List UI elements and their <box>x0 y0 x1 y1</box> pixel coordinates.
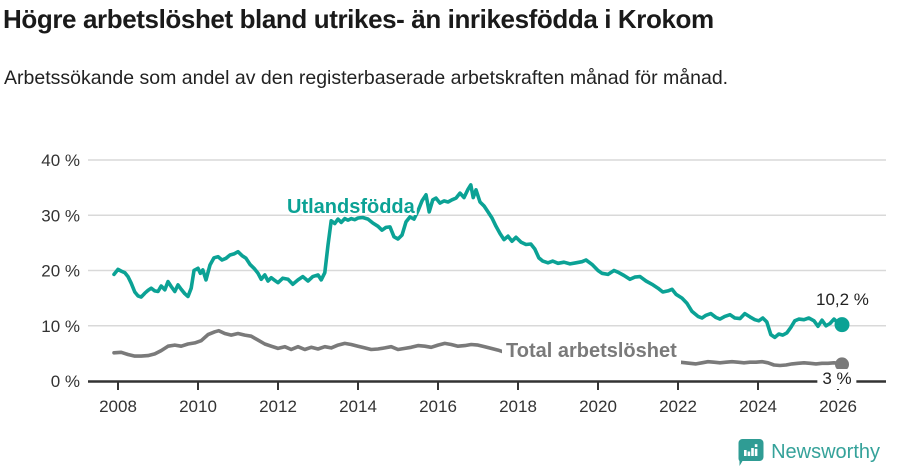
y-tick-label: 0 % <box>51 372 80 391</box>
newsworthy-logo-text: Newsworthy <box>771 441 880 463</box>
x-tick-label: 2008 <box>99 397 137 416</box>
x-tick-label: 2016 <box>419 397 457 416</box>
x-tick-label: 2026 <box>819 397 857 416</box>
x-tick-label: 2024 <box>739 397 777 416</box>
y-tick-label: 40 % <box>41 151 80 170</box>
end-dot-total <box>835 357 849 372</box>
series-line-total <box>112 328 844 368</box>
y-tick-label: 10 % <box>41 317 80 336</box>
series-label-total: Total arbetslöshet <box>502 339 681 364</box>
series-line-utlandsfodda <box>112 183 844 340</box>
end-dot-utlandsfodda <box>834 317 850 333</box>
page-title: Högre arbetslöshet bland utrikes- än inr… <box>3 4 714 34</box>
newsworthy-logo: Newsworthy <box>737 438 880 467</box>
y-tick-label: 20 % <box>41 262 80 281</box>
chart-subtitle: Arbetssökande som andel av den registerb… <box>4 67 729 89</box>
x-tick-label: 2010 <box>179 397 217 416</box>
series-label-utlandsfodda: Utlandsfödda <box>287 196 415 218</box>
newsworthy-logo-icon <box>738 439 764 466</box>
x-tick-label: 2012 <box>259 397 297 416</box>
end-value-label-total: 3 % <box>817 369 857 389</box>
end-value-label-utlandsfodda: 10,2 % <box>816 290 869 309</box>
y-tick-label: 30 % <box>41 206 80 225</box>
x-tick-label: 2018 <box>499 397 537 416</box>
x-tick-label: 2022 <box>659 397 697 416</box>
x-tick-label: 2014 <box>339 397 377 416</box>
x-tick-label: 2020 <box>579 397 617 416</box>
